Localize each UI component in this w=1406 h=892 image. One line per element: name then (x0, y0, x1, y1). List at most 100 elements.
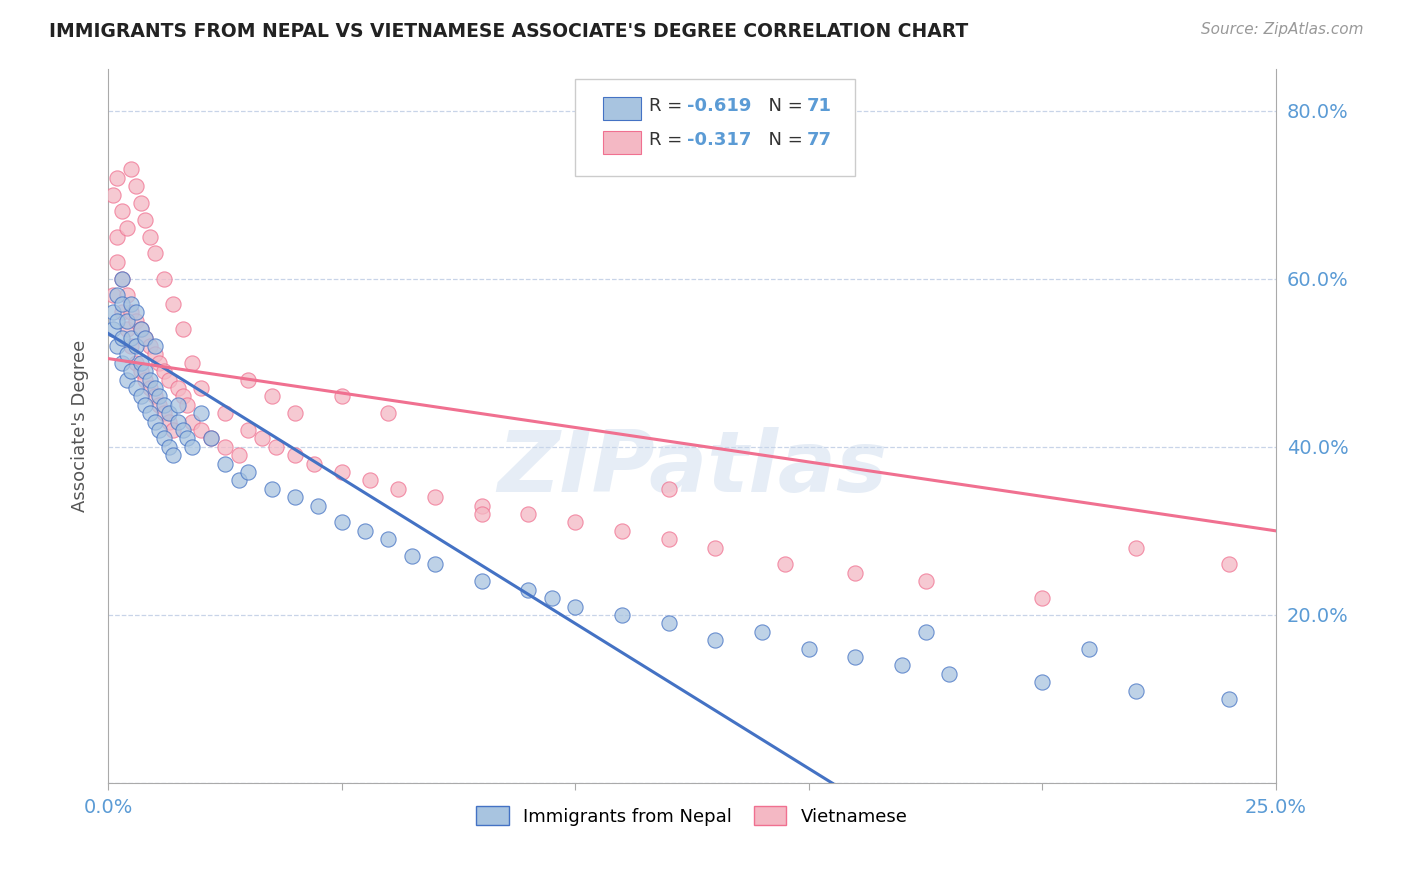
Point (157, 373, 180, 387)
Point (564, 599, 586, 614)
Text: IMMIGRANTS FROM NEPAL VS VIETNAMESE ASSOCIATE'S DEGREE CORRELATION CHART: IMMIGRANTS FROM NEPAL VS VIETNAMESE ASSO… (49, 22, 969, 41)
Point (148, 423, 170, 437)
Point (1125, 541, 1147, 555)
Point (1218, 558, 1240, 572)
Point (751, 624, 773, 639)
Point (181, 440, 204, 454)
Point (423, 558, 446, 572)
Point (111, 305, 134, 319)
Point (1125, 683, 1147, 698)
Point (125, 179, 148, 194)
Point (105, 170, 128, 185)
Point (129, 322, 152, 336)
Point (264, 440, 287, 454)
Point (153, 406, 176, 420)
Point (105, 229, 128, 244)
Point (214, 440, 236, 454)
Point (139, 406, 162, 420)
Point (704, 541, 727, 555)
Text: N =: N = (758, 131, 808, 149)
Point (167, 415, 190, 429)
Point (143, 389, 166, 403)
Point (134, 373, 156, 387)
Point (139, 339, 162, 353)
Text: Source: ZipAtlas.com: Source: ZipAtlas.com (1201, 22, 1364, 37)
Point (250, 431, 273, 445)
Point (115, 221, 138, 235)
Point (162, 423, 184, 437)
Text: 77: 77 (807, 131, 831, 149)
Point (517, 582, 540, 597)
Point (101, 305, 124, 319)
Point (101, 187, 124, 202)
Point (517, 507, 540, 521)
Point (1078, 641, 1101, 656)
Point (172, 322, 194, 336)
Point (302, 457, 325, 471)
Point (115, 347, 138, 361)
Text: R =: R = (648, 97, 688, 115)
Point (111, 330, 134, 344)
Point (236, 423, 259, 437)
Point (139, 373, 162, 387)
Point (176, 431, 198, 445)
Point (1218, 692, 1240, 706)
Point (284, 490, 307, 504)
Point (167, 398, 190, 412)
Point (143, 339, 166, 353)
Point (125, 381, 148, 395)
Point (891, 658, 914, 673)
Point (354, 524, 377, 538)
Point (307, 499, 329, 513)
Point (105, 288, 128, 302)
Point (471, 574, 494, 589)
Point (120, 330, 142, 344)
Point (181, 415, 204, 429)
Point (214, 457, 236, 471)
Point (134, 330, 156, 344)
Point (120, 364, 142, 378)
Point (214, 406, 236, 420)
Point (658, 533, 681, 547)
Point (284, 406, 307, 420)
Point (775, 558, 797, 572)
Point (540, 591, 562, 606)
Point (129, 389, 152, 403)
Point (129, 322, 152, 336)
Point (120, 339, 142, 353)
Y-axis label: Associate's Degree: Associate's Degree (72, 340, 89, 512)
Point (564, 516, 586, 530)
Point (236, 465, 259, 479)
Point (134, 398, 156, 412)
Point (401, 549, 423, 563)
Point (387, 482, 409, 496)
Point (153, 431, 176, 445)
FancyBboxPatch shape (603, 131, 641, 153)
Text: N =: N = (758, 97, 808, 115)
Point (125, 339, 148, 353)
Point (105, 339, 128, 353)
Point (111, 204, 134, 219)
Point (120, 305, 142, 319)
Point (111, 271, 134, 285)
Point (610, 524, 633, 538)
Point (658, 616, 681, 631)
Point (914, 624, 936, 639)
Point (284, 448, 307, 462)
Point (200, 431, 222, 445)
Point (115, 288, 138, 302)
Point (471, 499, 494, 513)
Point (143, 347, 166, 361)
Text: -0.619: -0.619 (688, 97, 752, 115)
Point (120, 162, 142, 177)
Point (148, 356, 170, 370)
Point (153, 271, 176, 285)
Point (111, 297, 134, 311)
Point (167, 381, 190, 395)
Point (157, 415, 180, 429)
Point (162, 448, 184, 462)
Point (120, 297, 142, 311)
Point (1031, 591, 1053, 606)
Point (181, 356, 204, 370)
Point (148, 389, 170, 403)
